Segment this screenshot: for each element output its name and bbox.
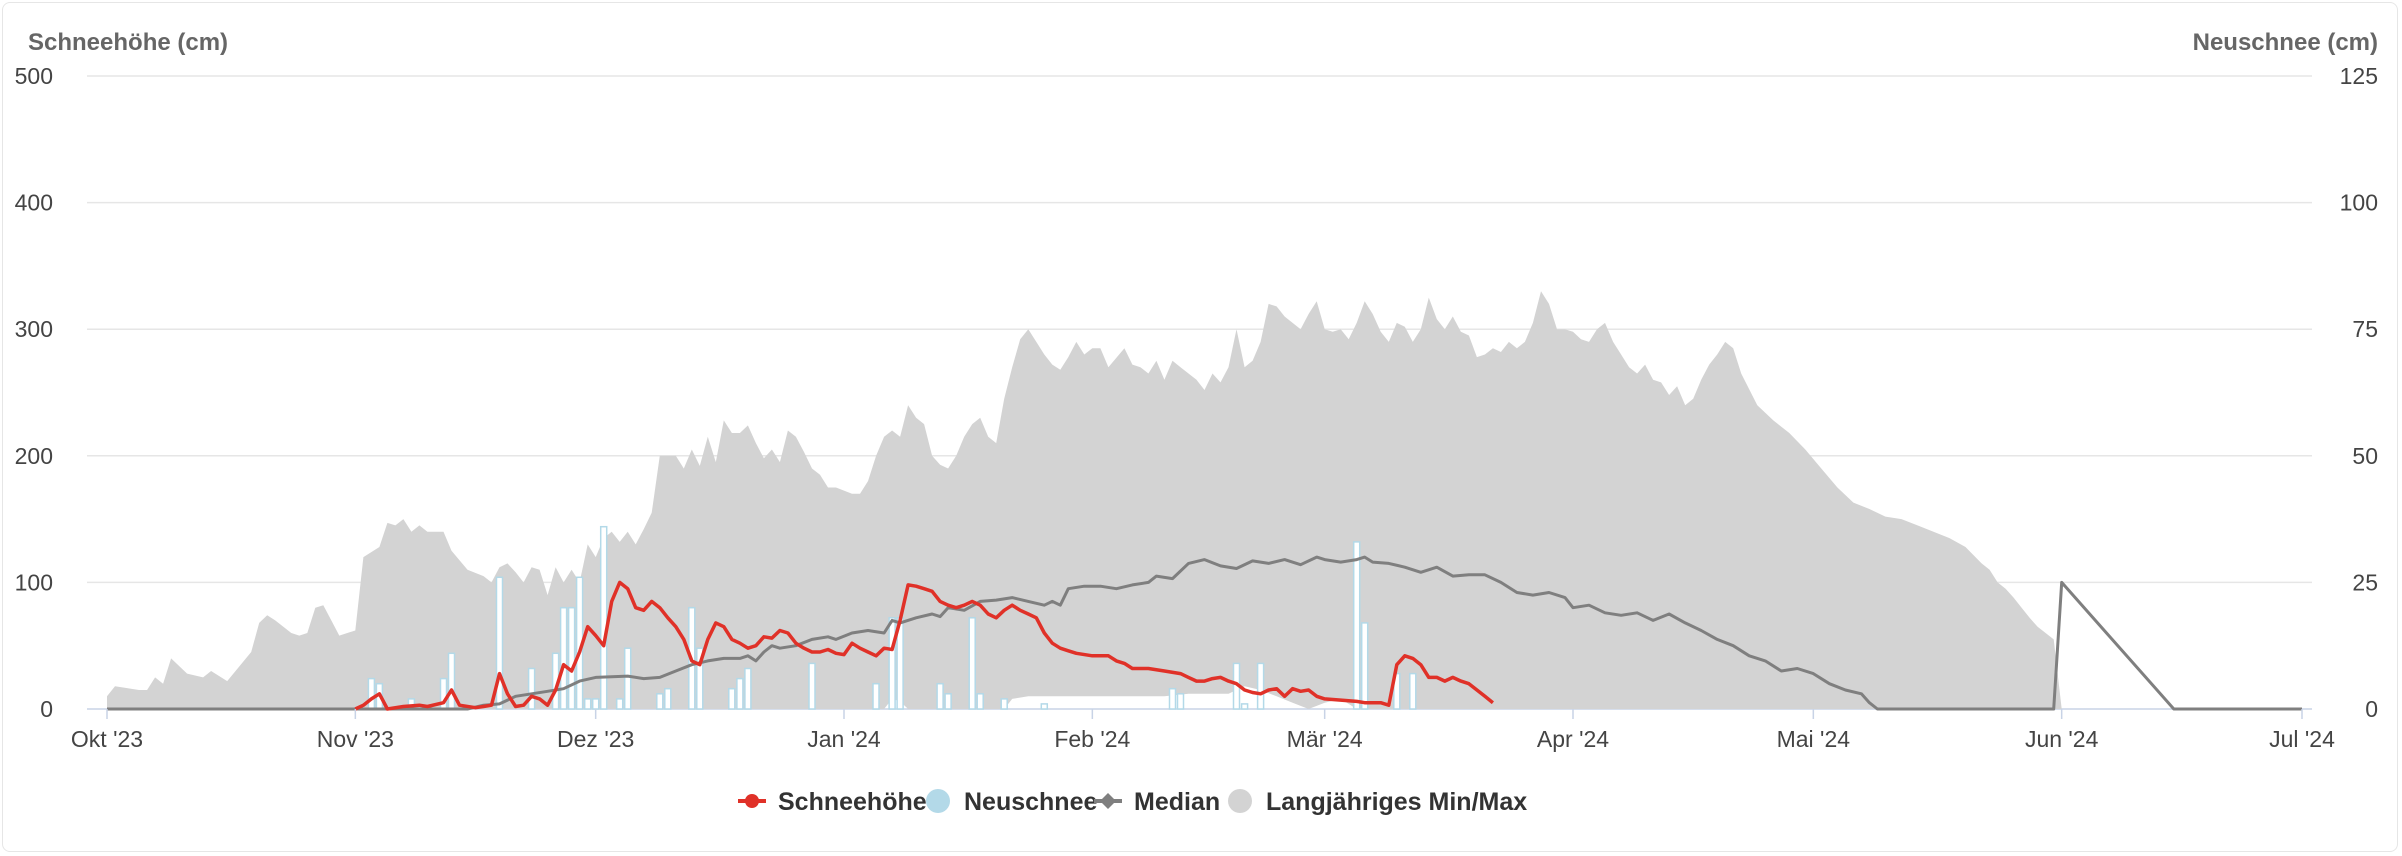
y-right-tick-label: 125: [2340, 63, 2378, 89]
left-axis-title: Schneehöhe (cm): [28, 29, 228, 56]
neuschnee-bar: [615, 698, 624, 710]
y-left-tick-label: 200: [15, 443, 53, 469]
x-tick-label: Mai '24: [1777, 726, 1851, 752]
y-right-tick-label: 25: [2352, 569, 2378, 595]
neuschnee-bar: [736, 677, 744, 710]
y-right-tick-label: 75: [2352, 316, 2378, 342]
neuschnee-bar: [1409, 672, 1417, 710]
x-tick-label: Apr '24: [1537, 726, 1609, 752]
neuschnee-bar: [527, 667, 536, 710]
neuschnee-bar: [696, 647, 704, 710]
neuschnee-bar: [728, 687, 736, 710]
neuschnee-bar: [1000, 698, 1008, 710]
schneehoehe-layer: [354, 580, 1494, 711]
neuschnee-bar: [599, 525, 608, 710]
y-left-tick-label: 500: [15, 63, 53, 89]
y-left-tick-label: 100: [15, 569, 53, 595]
legend-circle-icon: [926, 789, 950, 813]
legend-circle-icon: [1228, 789, 1252, 813]
x-tick-label: Jun '24: [2025, 726, 2099, 752]
neuschnee-bar: [664, 687, 672, 710]
neuschnee-bar: [808, 662, 816, 710]
y-left-tick-label: 400: [15, 190, 53, 216]
neuschnee-bar: [744, 667, 752, 710]
neuschnee-bar: [888, 617, 896, 710]
x-tick-label: Jan '24: [807, 726, 881, 752]
y-right-tick-label: 50: [2352, 443, 2378, 469]
neuschnee-bar: [591, 698, 600, 710]
neuschnee-bar: [944, 693, 952, 710]
y-right-tick-label: 0: [2365, 696, 2378, 722]
neuschnee-bar: [1352, 541, 1361, 710]
schneehoehe-line: [354, 580, 1494, 711]
min-max-area: [107, 291, 2062, 709]
neuschnee-bar: [936, 682, 944, 710]
neuschnee-bar: [1040, 703, 1049, 710]
neuschnee-bar: [872, 682, 880, 710]
neuschnee-bar: [1240, 703, 1249, 710]
x-tick-label: Okt '23: [71, 726, 143, 752]
legend-label: Langjähriges Min/Max: [1266, 788, 1527, 816]
y-left-tick-label: 0: [40, 696, 53, 722]
x-tick-label: Jul '24: [2269, 726, 2335, 752]
legend-dot-icon: [745, 794, 759, 808]
neuschnee-bar: [495, 576, 504, 710]
x-tick-label: Dez '23: [557, 726, 634, 752]
axes-layer: 0 100 200 300 400 500 0 25 50 75 100 125 Okt '23 Nov …: [15, 63, 2378, 752]
neuschnee-bar: [1168, 687, 1177, 710]
neuschnee-bar: [367, 677, 376, 710]
legend-label: Median: [1134, 788, 1220, 816]
legend-label: Schneehöhe: [778, 788, 927, 816]
neuschnee-bar: [447, 652, 456, 710]
x-tick-label: Mär '24: [1287, 726, 1363, 752]
neuschnee-bar: [559, 606, 568, 710]
x-tick-label: Feb '24: [1054, 726, 1130, 752]
neuschnee-bar: [1256, 662, 1265, 710]
min-max-area-layer: [107, 291, 2062, 709]
neuschnee-bar: [968, 617, 976, 710]
median-layer: [107, 555, 2302, 711]
legend-item-median: Median: [1094, 788, 1220, 816]
y-left-tick-label: 300: [15, 316, 53, 342]
neuschnee-bar: [1176, 693, 1185, 710]
legend-item-minmax: Langjähriges Min/Max: [1228, 788, 1527, 816]
neuschnee-bar: [976, 693, 984, 710]
neuschnee-bar: [623, 647, 632, 710]
legend: Schneehöhe Neuschnee Median Langjähriges Mi…: [738, 788, 1527, 816]
legend-item-neuschnee: Neuschnee: [926, 788, 1097, 816]
median-line: [107, 555, 2302, 711]
neuschnee-bar: [583, 698, 592, 710]
y-right-tick-label: 100: [2340, 190, 2378, 216]
neuschnee-bar: [656, 693, 664, 710]
legend-diamond-icon: [1100, 793, 1116, 809]
legend-item-schneehoehe: Schneehöhe: [738, 788, 927, 816]
neuschnee-bar: [567, 606, 576, 710]
legend-label: Neuschnee: [964, 788, 1097, 816]
x-tick-label: Nov '23: [317, 726, 394, 752]
neuschnee-bar: [1360, 622, 1369, 710]
right-axis-title: Neuschnee (cm): [2193, 29, 2378, 56]
